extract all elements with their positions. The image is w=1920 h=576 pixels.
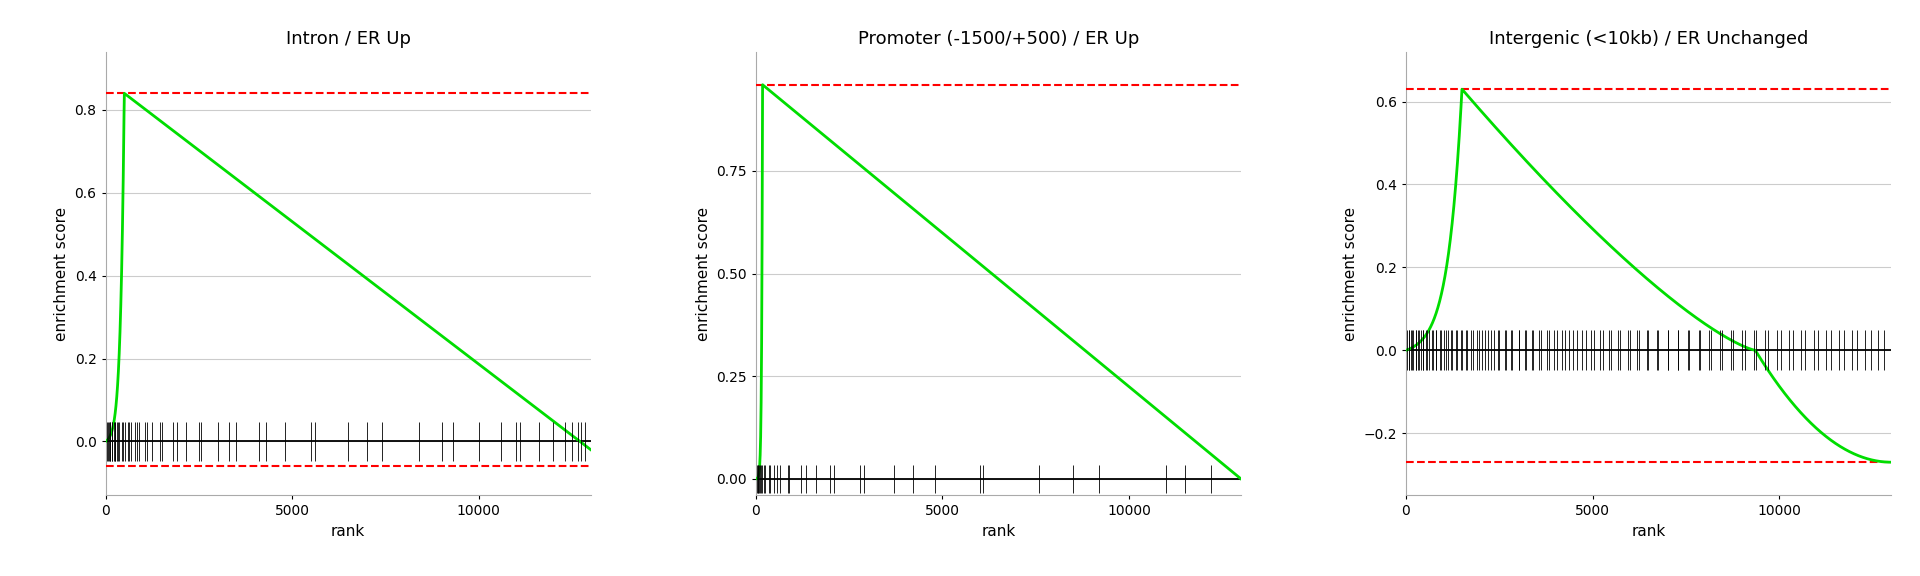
Y-axis label: enrichment score: enrichment score [1342,207,1357,340]
X-axis label: rank: rank [981,524,1016,539]
X-axis label: rank: rank [330,524,365,539]
Title: Intron / ER Up: Intron / ER Up [286,29,411,47]
Y-axis label: enrichment score: enrichment score [54,207,69,340]
X-axis label: rank: rank [1632,524,1667,539]
Title: Intergenic (<10kb) / ER Unchanged: Intergenic (<10kb) / ER Unchanged [1488,29,1809,47]
Y-axis label: enrichment score: enrichment score [695,207,710,340]
Title: Promoter (-1500/+500) / ER Up: Promoter (-1500/+500) / ER Up [858,29,1139,47]
